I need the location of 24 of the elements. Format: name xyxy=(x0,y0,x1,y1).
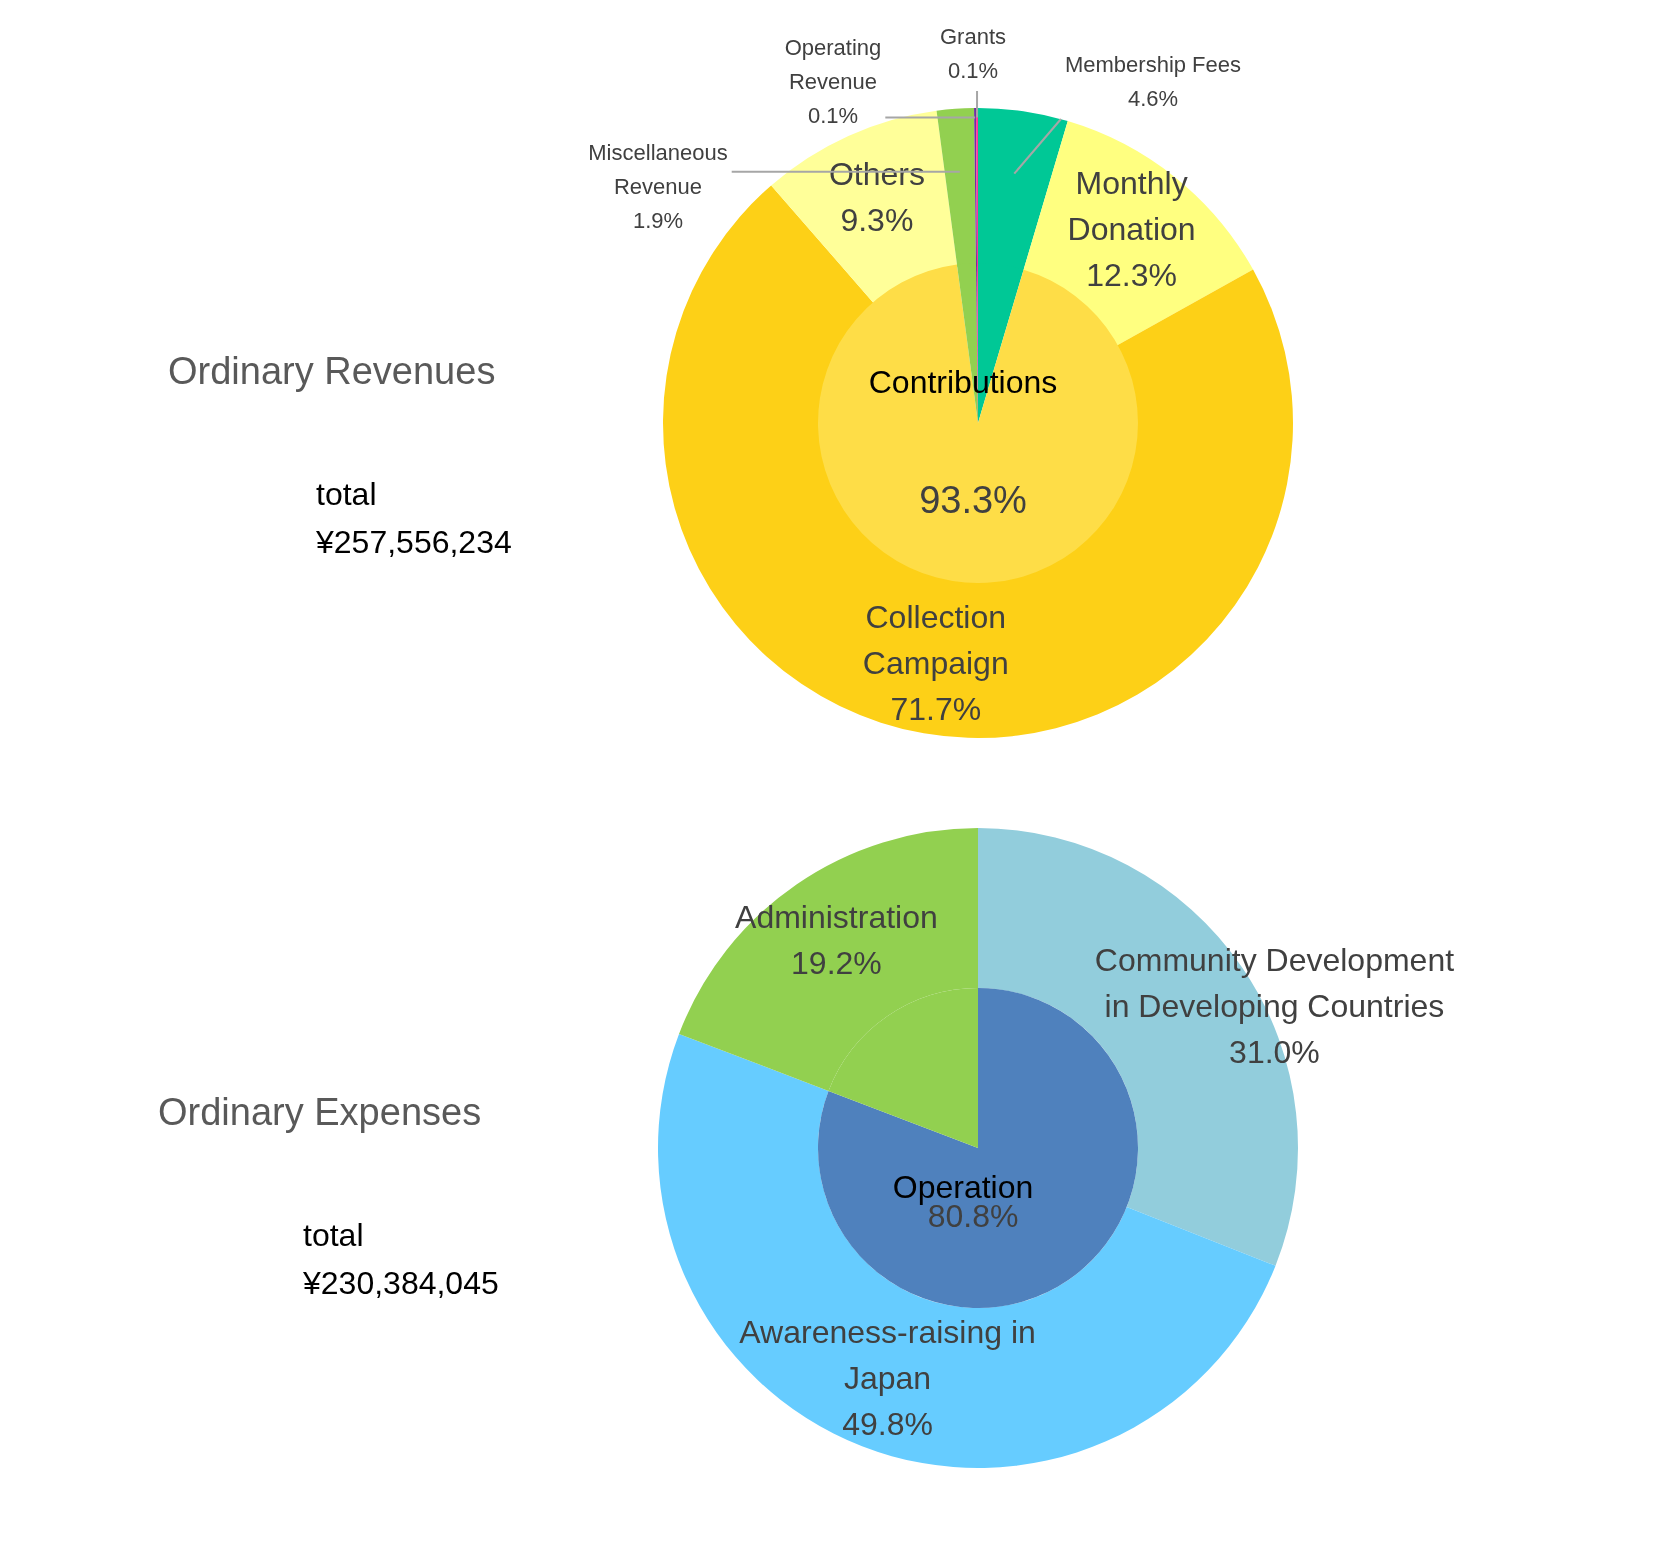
slice-label: Monthly Donation xyxy=(1067,165,1196,248)
data-label: 4.6% xyxy=(1127,86,1179,112)
data-label: 9.3% xyxy=(840,201,914,238)
data-label: 12.3% xyxy=(1086,257,1177,294)
data-label: 0.1% xyxy=(807,103,859,129)
text: Ordinary Revenues xyxy=(168,350,496,393)
data-label: 71.7% xyxy=(890,690,982,727)
data-label: 93.3% xyxy=(919,479,1027,522)
data-label: 19.2% xyxy=(791,945,882,982)
slice-label: Others xyxy=(828,155,925,192)
slice-label: Grants xyxy=(939,24,1007,50)
slice-label: Collection Campaign xyxy=(862,598,1009,681)
slice-label: Operating Revenue xyxy=(784,35,882,95)
data-label: 49.8% xyxy=(842,1406,933,1443)
text: ¥230,384,045 xyxy=(302,1264,499,1301)
text: total xyxy=(316,475,377,512)
data-label: 0.1% xyxy=(947,58,999,84)
text: total xyxy=(303,1216,364,1253)
text: Ordinary Expenses xyxy=(158,1091,482,1134)
data-label: 1.9% xyxy=(632,208,684,234)
slice-label: Awareness-raising in Japan xyxy=(739,1314,1036,1397)
slice-label: Miscellaneous Revenue xyxy=(588,140,728,200)
slice-label: Membership Fees xyxy=(1064,52,1242,78)
text: ¥257,556,234 xyxy=(315,523,512,560)
